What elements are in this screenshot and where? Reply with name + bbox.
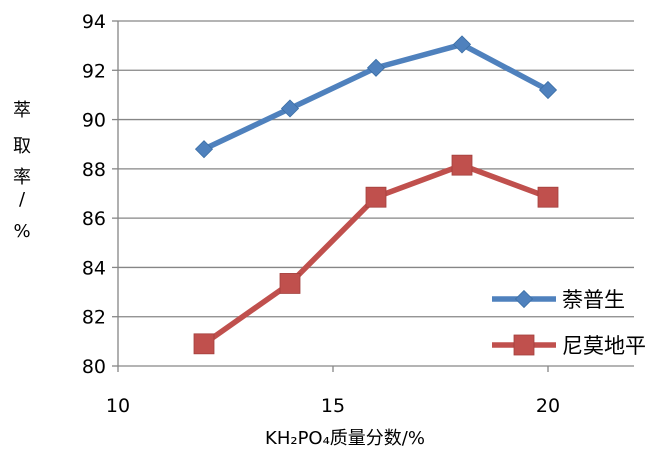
legend-label-2: 尼莫地平: [562, 334, 646, 358]
legend-marker-1: [514, 289, 534, 309]
data-point-s2-2: [279, 273, 301, 294]
y-axis-title-char-3: 率: [13, 167, 31, 188]
axes: 80 82 84 86 88 90 92 94 10 15 20: [82, 11, 634, 417]
x-tick-label-20: 20: [536, 395, 560, 417]
y-tick-label-94: 94: [82, 11, 106, 33]
x-axis-title: KH₂PO₄质量分数/%: [265, 428, 425, 449]
legend-label-1: 萘普生: [562, 288, 625, 312]
axis-titles: 萃取率/% KH₂PO₄质量分数/%: [13, 100, 425, 449]
y-axis-title-char-1: 萃: [13, 100, 31, 121]
data-point-s1-1: [194, 140, 214, 159]
data-point-s1-3: [366, 58, 386, 77]
legend-marker-2: [513, 334, 535, 356]
y-tick-label-90: 90: [82, 110, 106, 132]
y-tick-label-88: 88: [82, 159, 106, 181]
series-group: [193, 35, 559, 355]
y-tick-label-80: 80: [82, 356, 106, 378]
y-tick-label-86: 86: [82, 208, 106, 230]
data-point-s2-1: [193, 333, 215, 355]
y-tick-label-84: 84: [82, 257, 106, 279]
data-point-s2-3: [365, 186, 387, 208]
y-tick-label-92: 92: [82, 60, 106, 82]
x-tick-label-15: 15: [321, 395, 345, 417]
data-point-s1-5: [538, 80, 558, 100]
data-point-s1-2: [280, 99, 300, 118]
y-axis-title-char-4: /: [19, 189, 26, 210]
y-axis-title-char-5: %: [13, 221, 30, 242]
y-tick-label-82: 82: [82, 307, 106, 329]
x-tick-label-10: 10: [106, 395, 130, 417]
data-point-s2-5: [537, 186, 559, 208]
data-point-s2-4: [451, 154, 473, 176]
y-axis-title-char-2: 取: [13, 136, 31, 157]
data-point-s1-4: [452, 35, 472, 54]
